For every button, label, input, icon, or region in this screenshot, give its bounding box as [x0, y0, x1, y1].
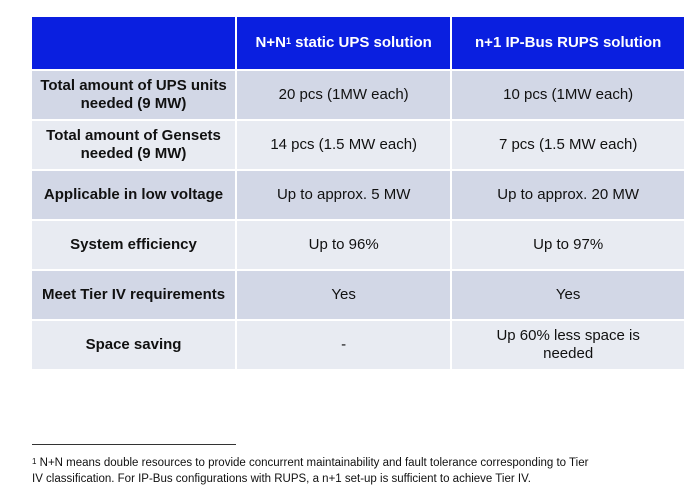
footnote-text-line2: IV classification. For IP-Bus configurat… [32, 473, 531, 485]
row-label-ups-units: Total amount of UPS units needed (9 MW) [32, 71, 238, 121]
footnote: 1 N+N means double resources to provide … [32, 455, 682, 487]
row-label-low-voltage: Applicable in low voltage [32, 171, 238, 221]
cell-ipbus-low-voltage: Up to approx. 20 MW [452, 171, 684, 221]
header-empty-cell [32, 17, 238, 71]
table-header-row: N+N1 static UPS solution n+1 IP-Bus RUPS… [32, 17, 684, 71]
table-row: System efficiency Up to 96% Up to 97% [32, 221, 684, 271]
header-nn-rest: static UPS solution [290, 34, 432, 51]
table-row: Total amount of UPS units needed (9 MW) 2… [32, 71, 684, 121]
cell-ipbus-gensets: 7 pcs (1.5 MW each) [452, 121, 684, 171]
row-label-line: needed (9 MW) [80, 95, 187, 112]
row-label-space-saving: Space saving [32, 321, 238, 371]
row-label-line: Total amount of Gensets [46, 127, 221, 144]
footnote-text-line1: N+N means double resources to provide co… [36, 457, 589, 469]
cell-ipbus-space-saving: Up 60% less space is needed [452, 321, 684, 371]
table-row: Meet Tier IV requirements Yes Yes [32, 271, 684, 321]
comparison-table: N+N1 static UPS solution n+1 IP-Bus RUPS… [32, 17, 684, 371]
table-row: Space saving - Up 60% less space is neede… [32, 321, 684, 371]
cell-nn-gensets: 14 pcs (1.5 MW each) [237, 121, 453, 171]
footnote-divider [32, 444, 236, 445]
cell-ipbus-tier-iv: Yes [452, 271, 684, 321]
cell-ipbus-efficiency: Up to 97% [452, 221, 684, 271]
footnote-number: 1 [32, 457, 37, 466]
row-label-efficiency: System efficiency [32, 221, 238, 271]
cell-nn-efficiency: Up to 96% [237, 221, 453, 271]
header-ipbus-rups: n+1 IP-Bus RUPS solution [452, 17, 684, 71]
footnote-marker: 1 [285, 36, 291, 46]
cell-line: needed [543, 345, 594, 362]
table-row: Applicable in low voltage Up to approx. … [32, 171, 684, 221]
cell-nn-ups-units: 20 pcs (1MW each) [237, 71, 453, 121]
cell-line: Up 60% less space is [496, 327, 640, 344]
table-row: Total amount of Gensets needed (9 MW) 14 … [32, 121, 684, 171]
cell-nn-space-saving: - [237, 321, 453, 371]
row-label-tier-iv: Meet Tier IV requirements [32, 271, 238, 321]
header-nn-main: N+N [255, 34, 286, 51]
row-label-line: Total amount of UPS units [40, 77, 227, 94]
cell-nn-low-voltage: Up to approx. 5 MW [237, 171, 453, 221]
cell-ipbus-ups-units: 10 pcs (1MW each) [452, 71, 684, 121]
row-label-gensets: Total amount of Gensets needed (9 MW) [32, 121, 238, 171]
row-label-line: needed (9 MW) [80, 145, 187, 162]
cell-nn-tier-iv: Yes [237, 271, 453, 321]
header-nn-static-ups: N+N1 static UPS solution [237, 17, 453, 71]
